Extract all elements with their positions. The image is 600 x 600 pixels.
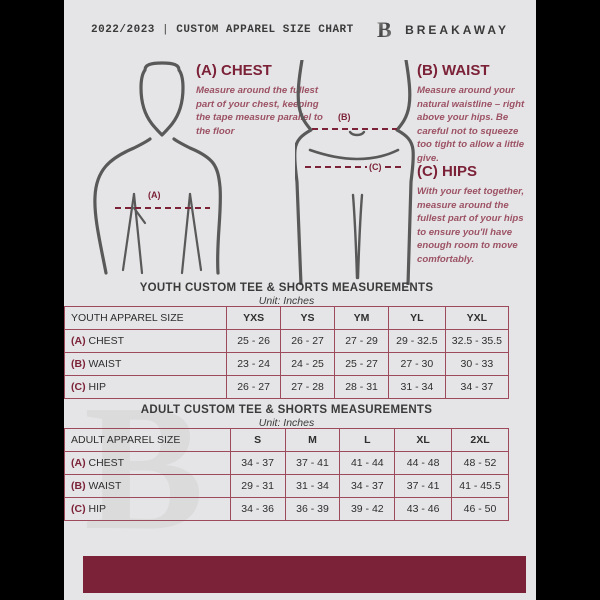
svg-text:B: B bbox=[377, 17, 392, 42]
